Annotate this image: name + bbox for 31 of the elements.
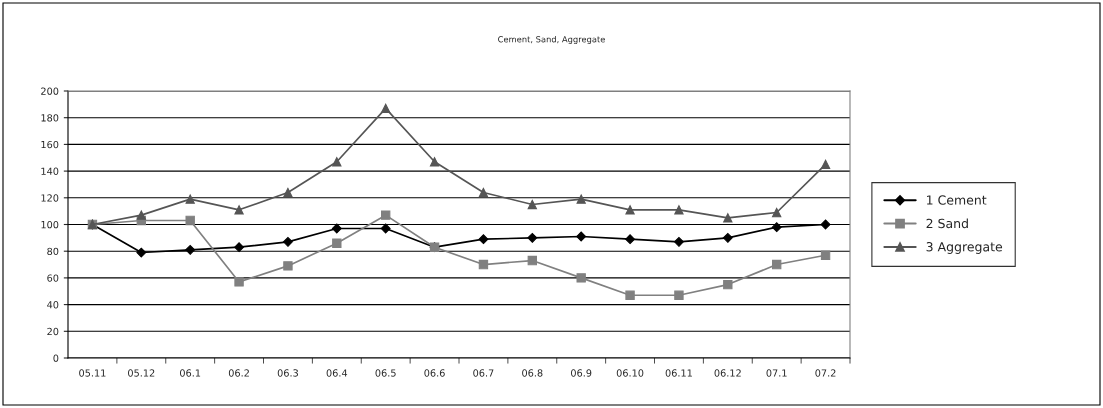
x-tick-label: 06.7 [473, 369, 494, 377]
x-tick-label: 07.1 [766, 369, 787, 377]
x-tick-label: 07.2 [815, 369, 836, 377]
y-tick-label: 140 [41, 167, 59, 175]
y-tick-label: 40 [47, 301, 59, 309]
x-tick-label: 06.10 [616, 369, 644, 377]
x-tick-label: 05.11 [79, 369, 106, 377]
y-tick-label: 0 [53, 354, 59, 362]
x-tick-label: 06.6 [424, 369, 445, 377]
y-tick-label: 160 [41, 140, 59, 149]
x-tick-label: 06.2 [228, 369, 249, 377]
y-tick-label: 80 [47, 247, 59, 256]
x-tick-label: 06.3 [277, 369, 298, 377]
x-tick-label: 06.1 [180, 369, 201, 377]
y-tick-label: 180 [41, 114, 59, 122]
x-tick-label: 05.12 [128, 369, 155, 377]
y-tick-label: 100 [41, 220, 59, 229]
x-tick-label: 06.4 [326, 369, 348, 377]
x-tick-label: 06.12 [714, 369, 741, 377]
legend-label: 3 Aggregate [926, 242, 1003, 254]
chart-title: Cement, Sand, Aggregate [498, 35, 605, 45]
x-tick-label: 06.11 [665, 369, 692, 377]
y-tick-label: 120 [41, 194, 59, 202]
y-tick-label: 20 [47, 327, 59, 336]
x-tick-label: 06.8 [522, 369, 543, 377]
y-tick-label: 60 [47, 274, 59, 282]
y-tick-label: 200 [41, 87, 59, 95]
x-tick-label: 06.9 [571, 369, 592, 377]
legend-label: 2 Sand [926, 218, 968, 229]
x-tick-label: 06.5 [375, 369, 396, 377]
legend-label: 1 Cement [927, 195, 987, 205]
